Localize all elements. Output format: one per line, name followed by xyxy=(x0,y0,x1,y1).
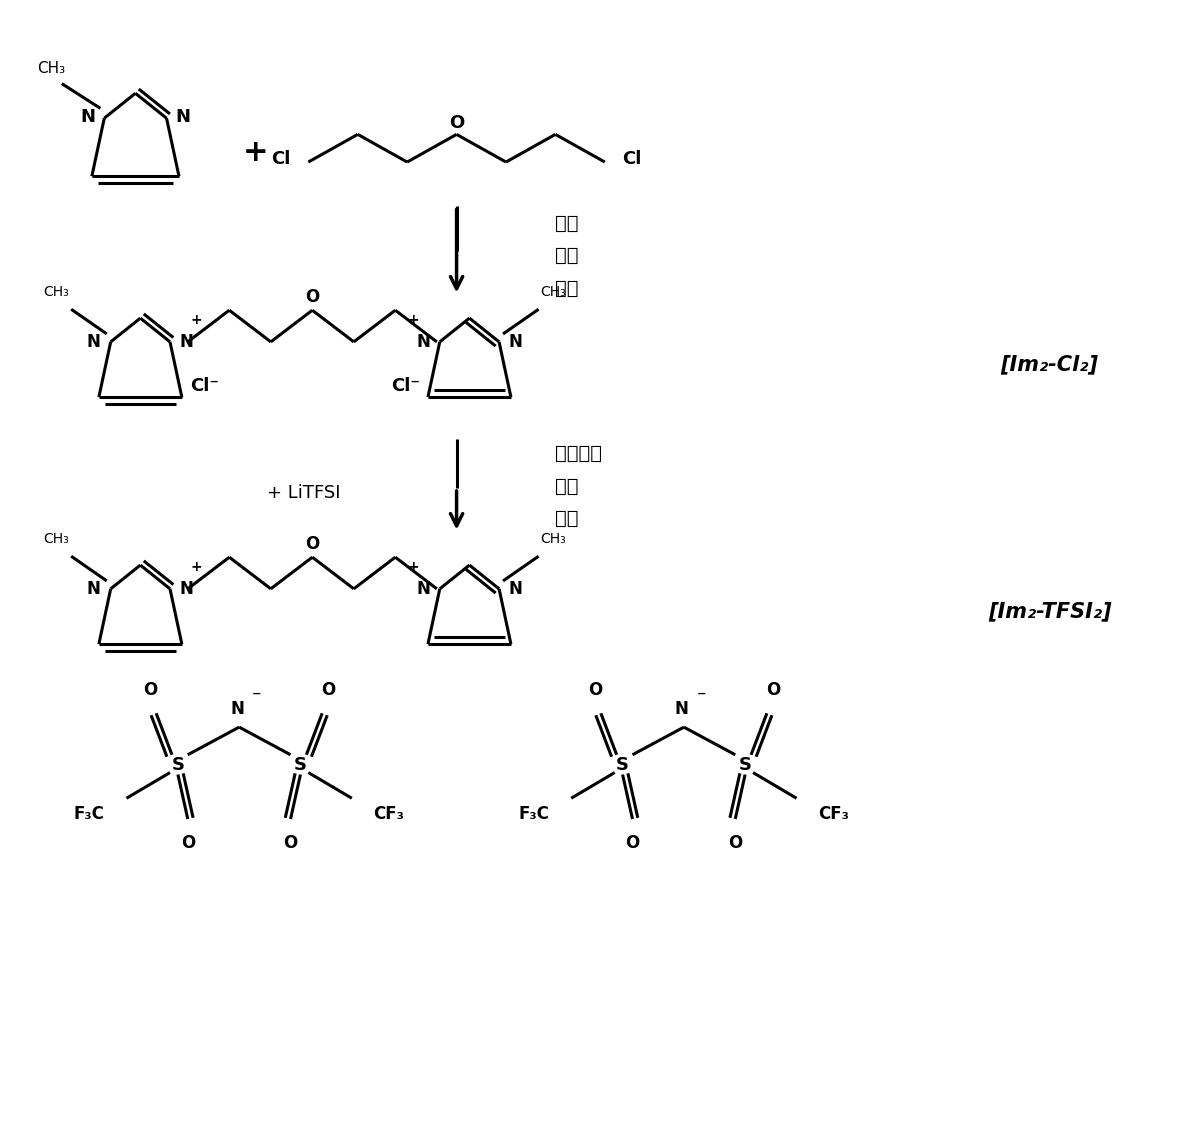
Text: 搅拌: 搅拌 xyxy=(555,509,578,528)
Text: F₃C: F₃C xyxy=(74,805,105,824)
Text: 去离子水: 去离子水 xyxy=(555,444,602,463)
Text: O: O xyxy=(305,536,319,553)
Text: Cl⁻: Cl⁻ xyxy=(190,377,219,396)
Text: 氮气: 氮气 xyxy=(555,247,578,265)
Text: 加热: 加热 xyxy=(555,279,578,298)
Text: Cl: Cl xyxy=(623,150,642,169)
Text: O: O xyxy=(284,834,298,852)
Text: O: O xyxy=(588,680,602,699)
Text: N: N xyxy=(180,580,193,598)
Text: N: N xyxy=(416,333,430,351)
Text: ⁻: ⁻ xyxy=(697,688,707,707)
Text: O: O xyxy=(766,680,780,699)
Text: S: S xyxy=(294,756,307,774)
Text: N: N xyxy=(87,580,101,598)
Text: CH₃: CH₃ xyxy=(541,286,567,299)
Text: O: O xyxy=(626,834,640,852)
Text: N: N xyxy=(87,333,101,351)
Text: CF₃: CF₃ xyxy=(373,805,404,824)
Text: N: N xyxy=(180,333,193,351)
Text: Cl⁻: Cl⁻ xyxy=(391,377,419,396)
Text: +: + xyxy=(408,313,419,327)
Text: F₃C: F₃C xyxy=(518,805,549,824)
Text: N: N xyxy=(230,701,244,718)
Text: [Im₂-Cl₂]: [Im₂-Cl₂] xyxy=(1000,354,1098,375)
Text: [Im₂-TFSI₂]: [Im₂-TFSI₂] xyxy=(988,601,1111,622)
Text: Cl: Cl xyxy=(271,150,291,169)
Text: CH₃: CH₃ xyxy=(37,61,65,77)
Text: S: S xyxy=(172,756,185,774)
Text: O: O xyxy=(180,834,194,852)
Text: ⁻: ⁻ xyxy=(252,688,262,707)
Text: 室温: 室温 xyxy=(555,476,578,496)
Text: N: N xyxy=(675,701,689,718)
Text: CF₃: CF₃ xyxy=(819,805,849,824)
Text: +: + xyxy=(191,560,203,575)
Text: +: + xyxy=(191,313,203,327)
Text: N: N xyxy=(80,108,95,126)
Text: O: O xyxy=(305,288,319,306)
Text: N: N xyxy=(176,108,191,126)
Text: O: O xyxy=(320,680,336,699)
Text: + LiTFSI: + LiTFSI xyxy=(266,484,340,502)
Text: N: N xyxy=(509,333,523,351)
Text: N: N xyxy=(509,580,523,598)
Text: O: O xyxy=(728,834,742,852)
Text: +: + xyxy=(408,560,419,575)
Text: CH₃: CH₃ xyxy=(44,532,70,546)
Text: O: O xyxy=(449,114,464,132)
Text: S: S xyxy=(616,756,629,774)
Text: 乙腔: 乙腔 xyxy=(555,213,578,233)
Text: CH₃: CH₃ xyxy=(541,532,567,546)
Text: CH₃: CH₃ xyxy=(44,286,70,299)
Text: N: N xyxy=(416,580,430,598)
Text: S: S xyxy=(739,756,752,774)
Text: +: + xyxy=(243,138,269,166)
Text: O: O xyxy=(143,680,158,699)
